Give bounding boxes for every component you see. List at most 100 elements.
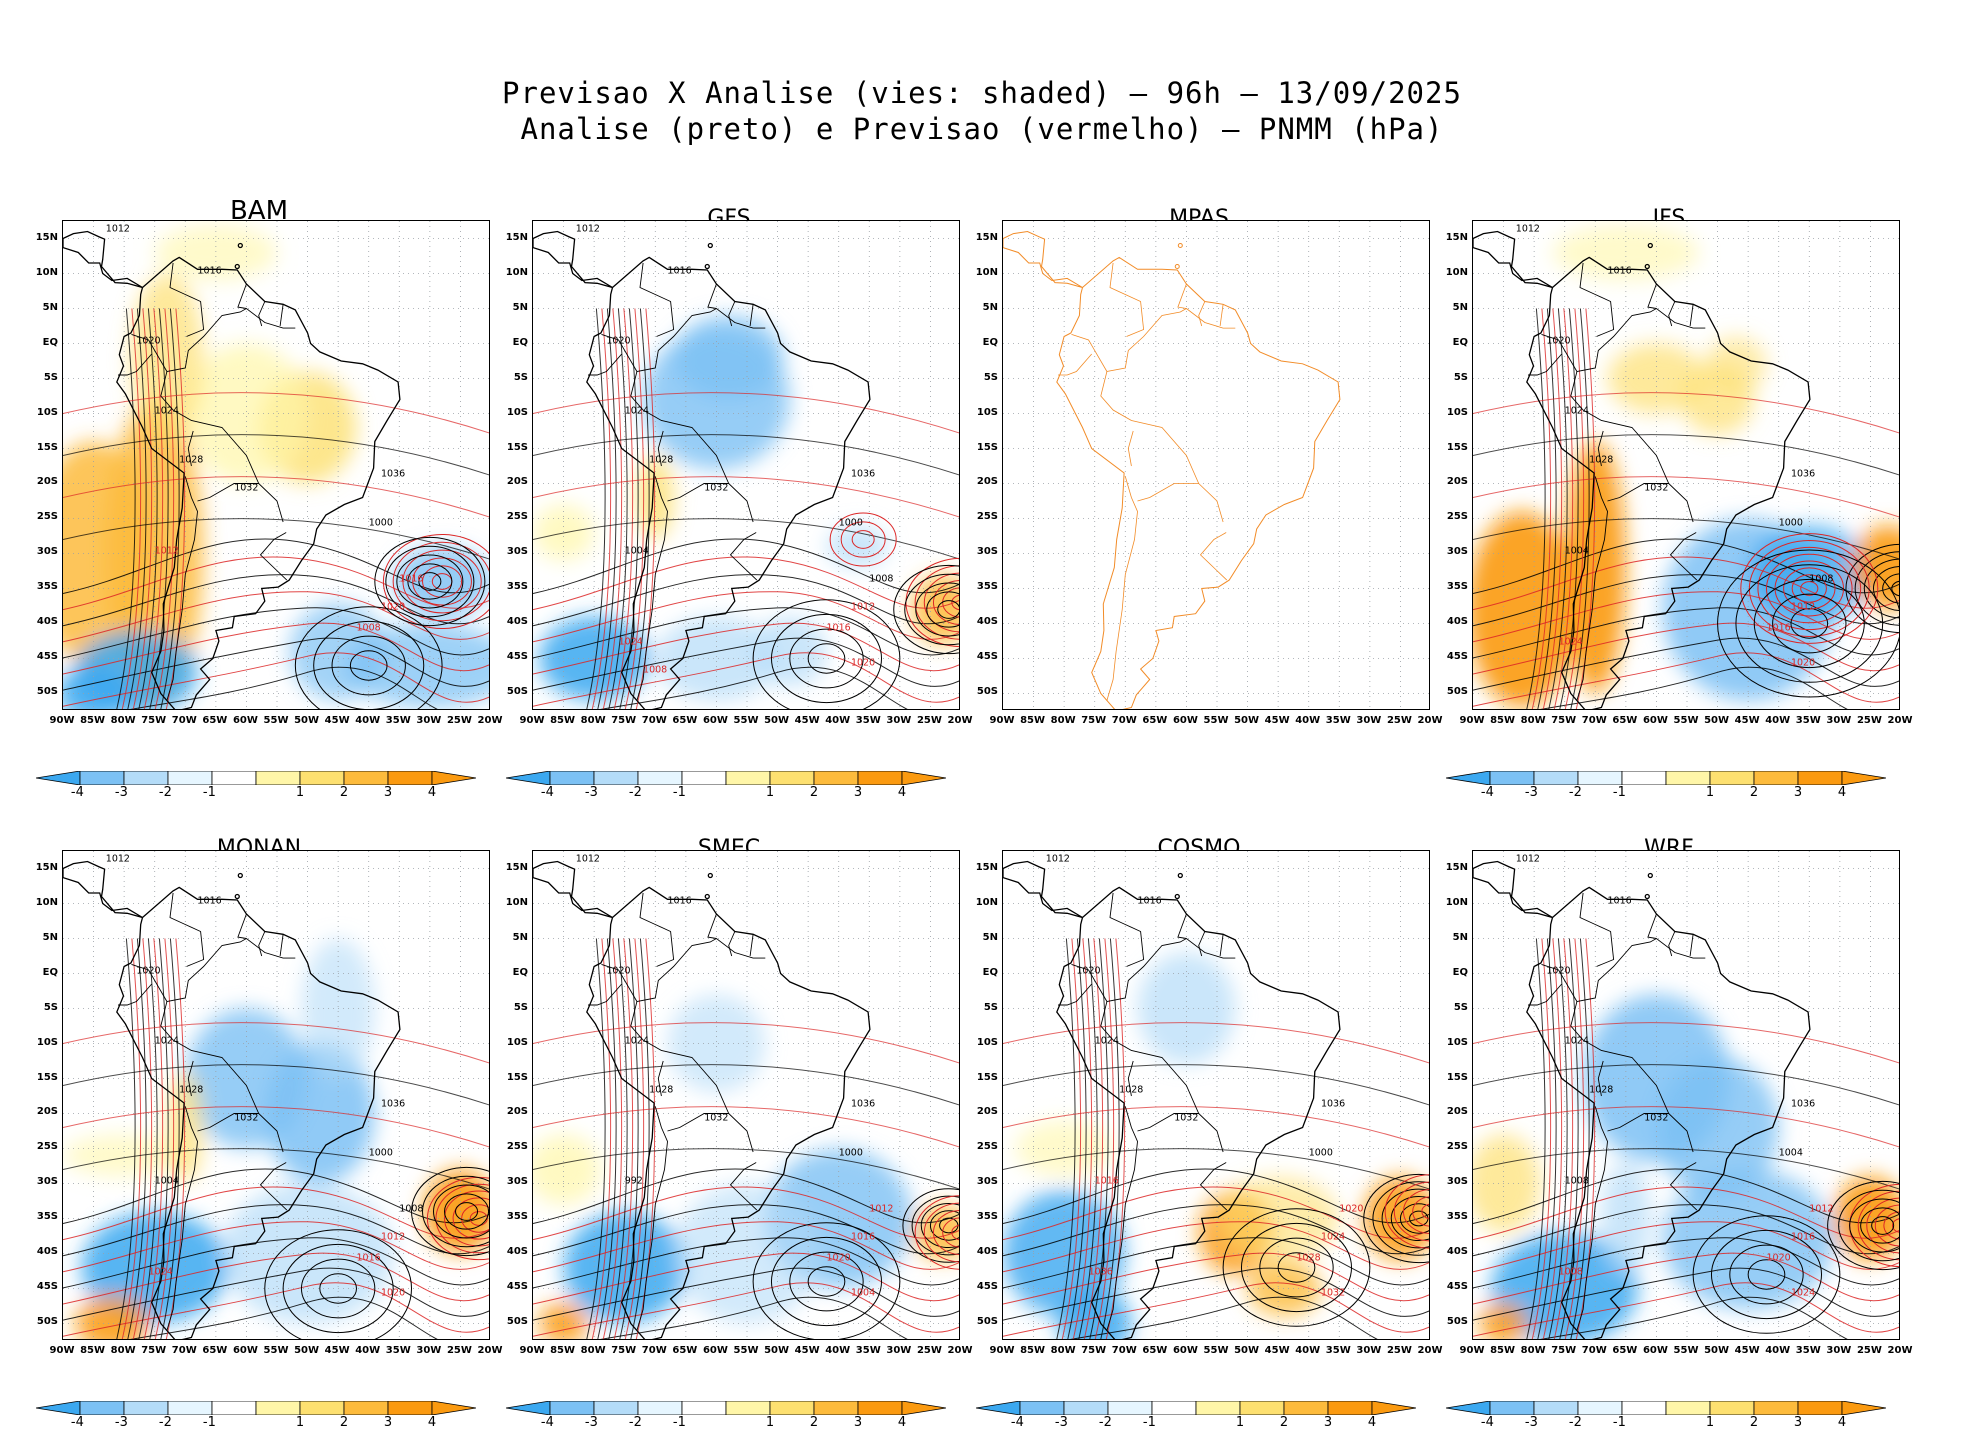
lat-tick-label: 15S [1446, 1071, 1468, 1083]
map-area: 1012 1016 1020 1024 1028 1032 1036 1004 1008 1012… [1472, 850, 1900, 1340]
isobar-ring [396, 554, 464, 609]
lat-tick-label: 30S [976, 546, 998, 558]
isobar-label: 1004 [851, 1288, 875, 1299]
isobar-label: 1024 [625, 1036, 649, 1047]
colorbar-swatch [1151, 1400, 1197, 1416]
colorbar-swatch [637, 1400, 683, 1416]
lat-tick-label: 5N [42, 931, 58, 943]
isobar-ring [789, 628, 864, 689]
isobar-ring [1390, 1195, 1429, 1242]
colorbar-swatch [1533, 1400, 1579, 1416]
lon-tick-label: 75W [1081, 1345, 1107, 1356]
lon-tick-label: 70W [1111, 1345, 1137, 1356]
colorbar-swatch [1753, 1400, 1799, 1416]
isobar-ring [840, 521, 886, 558]
lon-tick-label: 60W [232, 715, 258, 726]
isobar-label: 1012 [155, 546, 179, 557]
isobar-ring [932, 580, 959, 625]
lat-tick-label: 45S [36, 1281, 58, 1293]
lon-tick-label: 35W [1325, 1345, 1351, 1356]
colorbar [35, 1400, 477, 1416]
isobar-label: 1032 [704, 1113, 728, 1124]
isobar-ring [851, 530, 875, 549]
lat-tick-label: 45S [36, 651, 58, 663]
isobar-ring [1790, 608, 1829, 639]
colorbar-swatch [813, 1400, 859, 1416]
isobar-label: 1024 [1791, 1288, 1815, 1299]
colorbar-swatch [1665, 1400, 1711, 1416]
isobar-label: 1024 [1565, 406, 1589, 417]
isobar-ring [937, 600, 959, 619]
isobar-ring [1692, 1215, 1841, 1334]
lat-tick-label: 10S [36, 1036, 58, 1048]
lat-tick-label: 20S [36, 1106, 58, 1118]
colorbar-label: -2 [1568, 785, 1582, 800]
isobar-label: 1012 [1809, 1204, 1833, 1215]
lon-tick-label: 35W [1795, 1345, 1821, 1356]
bias-shade [1564, 441, 1626, 694]
lat-tick-label: 10N [1445, 266, 1468, 278]
isobar-ring [1800, 581, 1819, 596]
lon-tick-label: 65W [1142, 1345, 1168, 1356]
bias-shade [1247, 1260, 1321, 1317]
lon-tick-label: 55W [263, 715, 289, 726]
isobar-ring [382, 533, 489, 630]
lat-tick-label: 15N [505, 862, 528, 873]
lon-tick-label: 80W [110, 1345, 136, 1356]
lon-tick-label: 40W [1765, 715, 1791, 726]
lon-tick-label: 65W [1142, 715, 1168, 726]
colorbar-swatch [593, 770, 639, 786]
isobar-label: 1024 [1095, 1036, 1119, 1047]
lon-tick-label: 90W [519, 715, 545, 726]
lon-tick-label: 55W [263, 1345, 289, 1356]
isobar-ring [418, 572, 442, 591]
isobar-label: 1020 [136, 966, 160, 977]
lat-tick-label: 10N [35, 266, 58, 278]
isobar-label: 1024 [619, 637, 643, 648]
lon-tick-label: 55W [1203, 1345, 1229, 1356]
isobar-ring [1735, 564, 1884, 683]
colorbar-swatch [1797, 770, 1843, 786]
colorbar-label: 3 [383, 1415, 393, 1430]
isobar-ring [752, 1222, 901, 1339]
isobar-ring [1845, 543, 1899, 634]
lat-tick-label: 20S [976, 1106, 998, 1118]
isobar-ring [1866, 1197, 1899, 1254]
bias-shade [1015, 1120, 1114, 1177]
colorbar-swatch [1621, 1400, 1667, 1416]
bias-shade [1491, 1232, 1639, 1339]
colorbar-label: -4 [70, 785, 84, 800]
bias-shade [264, 1043, 375, 1184]
lat-tick-label: 5N [42, 301, 58, 313]
lon-tick-label: 20W [1887, 1345, 1913, 1356]
bias-shade [539, 1302, 589, 1339]
isobar-label: 1028 [649, 1085, 673, 1096]
bias-shade [166, 1071, 204, 1184]
bias-shade [667, 994, 766, 1093]
colorbar-swatch [299, 1400, 345, 1416]
isobar-label: 1012 [106, 854, 130, 865]
lat-tick-label: 30S [1446, 546, 1468, 558]
lon-tick-label: 35W [855, 1345, 881, 1356]
isobar-label: 1016 [1608, 266, 1632, 277]
isobar-ring [807, 1266, 846, 1297]
map-area: 1012 1016 1020 1024 1028 1032 1036 1000 992 1012 1… [532, 850, 960, 1340]
panel-ifs: IFS 15N 10N 5N EQ 5S 10S 15S 20S 25S 30S 35S 40S 45S 5… [1434, 180, 1913, 800]
isobar-ring [926, 591, 959, 628]
colorbar-label: -3 [1524, 785, 1538, 800]
lon-tick-label: 65W [202, 1345, 228, 1356]
colorbar-swatch [593, 1400, 639, 1416]
isobar-label: 1008 [1565, 1176, 1589, 1187]
coastline [1473, 230, 1811, 709]
isobar-label: 1032 [704, 483, 728, 494]
lat-tick-label: 30S [36, 1176, 58, 1188]
lat-tick-label: 45S [506, 651, 528, 663]
isobar-ring [461, 1204, 489, 1233]
isobar-ring [1757, 546, 1862, 631]
colorbar-label: 2 [809, 785, 819, 800]
isobar-ring [914, 565, 959, 640]
lon-tick-label: 85W [1020, 1345, 1046, 1356]
lat-tick-label: 40S [506, 616, 528, 628]
isobar-label: 1020 [851, 658, 875, 669]
lat-tick-label: 50S [1446, 1316, 1468, 1327]
